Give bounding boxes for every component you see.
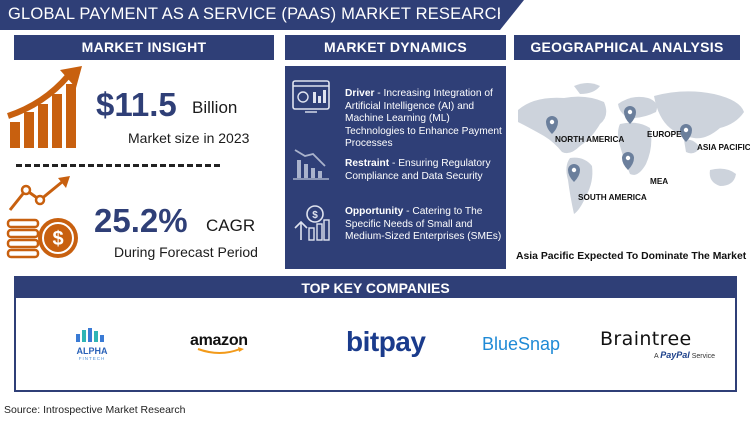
analytics-dashboard-icon bbox=[292, 80, 330, 113]
market-dynamics-header: MARKET DYNAMICS bbox=[285, 35, 506, 60]
geographical-analysis-header: GEOGRAPHICAL ANALYSIS bbox=[514, 35, 740, 60]
driver-label: Driver bbox=[345, 88, 375, 99]
world-map bbox=[514, 66, 748, 266]
paypal-wordmark: PayPal bbox=[660, 350, 690, 360]
market-size-caption: Market size in 2023 bbox=[128, 130, 250, 146]
region-label-south-america: SOUTH AMERICA bbox=[578, 193, 647, 202]
alpha-fintech-logo: ALPHA FINTECH bbox=[64, 328, 120, 362]
report-title: GLOBAL PAYMENT AS A SERVICE (PAAS) MARKE… bbox=[8, 5, 584, 23]
geo-caption: Asia Pacific Expected To Dominate The Ma… bbox=[516, 251, 747, 262]
market-dynamics-panel: Driver - Increasing Integration of Artif… bbox=[285, 66, 506, 269]
opportunity-text: - Catering to The Specific Needs of Smal… bbox=[345, 206, 502, 243]
market-insight-header: MARKET INSIGHT bbox=[14, 35, 274, 60]
braintree-tagline-suffix: Service bbox=[691, 353, 716, 360]
world-map-graphic bbox=[518, 83, 744, 214]
driver-text: - Increasing Integration of Artificial I… bbox=[345, 88, 502, 150]
amazon-wordmark: amazon bbox=[190, 332, 248, 349]
market-size-unit: Billion bbox=[192, 98, 238, 117]
restraint-text: - Ensuring Regulatory Compliance and Dat… bbox=[345, 158, 491, 182]
market-size-value: $11.5 bbox=[96, 86, 177, 123]
bitpay-logo: bitpay bbox=[346, 326, 426, 357]
opportunity-growth-icon: $ bbox=[294, 205, 330, 241]
source-note: Source: Introspective Market Research bbox=[4, 404, 186, 416]
dynamics-driver: Driver - Increasing Integration of Artif… bbox=[345, 88, 505, 151]
region-label-europe: EUROPE bbox=[647, 130, 682, 139]
declining-chart-icon bbox=[293, 149, 329, 180]
dynamics-restraint: Restraint - Ensuring Regulatory Complian… bbox=[345, 158, 505, 183]
top-companies-header: TOP KEY COMPANIES bbox=[16, 278, 735, 298]
alpha-sub: FINTECH bbox=[78, 356, 106, 361]
region-label-north-america: NORTH AMERICA bbox=[555, 135, 625, 144]
market-insight-panel: $11.5 Billion Market size in 2023 $ 25.2… bbox=[6, 66, 274, 268]
coin-growth-icon: $ bbox=[6, 176, 78, 259]
region-label-asia-pacific: ASIA PACIFIC bbox=[697, 143, 750, 152]
growth-chart-icon bbox=[7, 66, 82, 148]
svg-text:$: $ bbox=[52, 228, 63, 250]
amazon-logo: amazon bbox=[190, 332, 248, 354]
restraint-label: Restraint bbox=[345, 158, 390, 169]
bluesnap-logo: BlueSnap bbox=[482, 334, 561, 354]
alpha-name: ALPHA bbox=[76, 346, 108, 356]
alpha-bars-icon bbox=[76, 328, 104, 342]
svg-text:$: $ bbox=[312, 210, 318, 221]
braintree-wordmark: Braintree bbox=[600, 328, 692, 350]
divider bbox=[16, 164, 220, 167]
braintree-tagline: A PayPal Service bbox=[654, 350, 715, 360]
cagr-value: 25.2% bbox=[94, 202, 188, 239]
opportunity-label: Opportunity bbox=[345, 206, 404, 217]
region-pins bbox=[546, 106, 692, 182]
top-companies-panel: TOP KEY COMPANIES ALPHA FINTECH amazon b… bbox=[14, 276, 737, 392]
title-bar: GLOBAL PAYMENT AS A SERVICE (PAAS) MARKE… bbox=[0, 0, 583, 30]
braintree-logo: Braintree A PayPal Service bbox=[600, 328, 715, 360]
cagr-unit: CAGR bbox=[206, 216, 256, 235]
braintree-tagline-prefix: A bbox=[654, 353, 659, 360]
amazon-smile-icon bbox=[197, 347, 244, 354]
cagr-caption: During Forecast Period bbox=[114, 244, 258, 260]
dynamics-opportunity: Opportunity - Catering to The Specific N… bbox=[345, 206, 505, 244]
region-label-mea: MEA bbox=[650, 177, 669, 186]
